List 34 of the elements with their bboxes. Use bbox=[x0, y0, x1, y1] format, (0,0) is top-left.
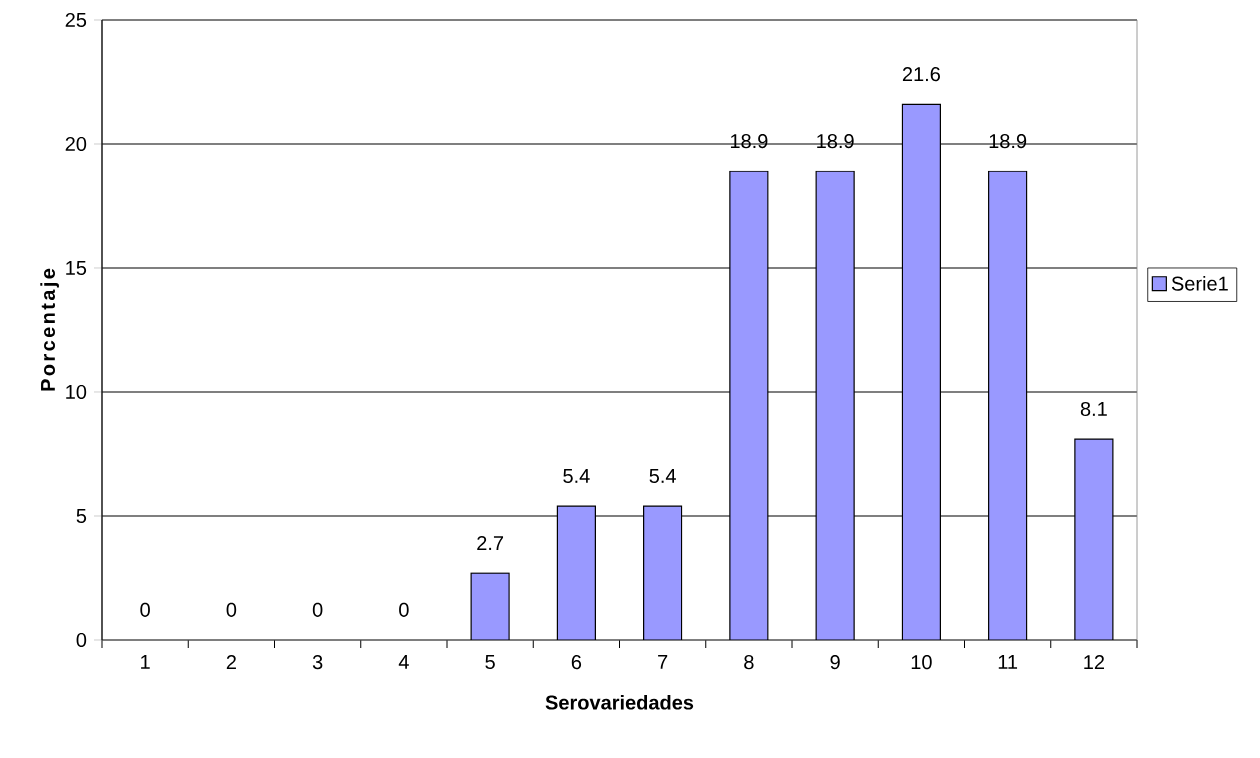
y-tick-label: 0 bbox=[76, 632, 87, 648]
bar bbox=[470, 572, 510, 640]
x-tick-label: 1 bbox=[141, 655, 150, 669]
x-tick-label: 10 bbox=[911, 655, 932, 670]
y-tick-label: 25 bbox=[65, 12, 87, 28]
data-label: 18.9 bbox=[817, 134, 854, 149]
data-label: 0 bbox=[226, 602, 237, 617]
x-tick-label: 12 bbox=[1084, 655, 1105, 670]
data-label: 21.6 bbox=[902, 67, 940, 82]
data-label: 8.1 bbox=[1080, 401, 1107, 417]
y-tick-label: 20 bbox=[65, 136, 87, 152]
y-axis-title: Porcentaje bbox=[40, 268, 59, 391]
x-tick-label: 7 bbox=[658, 655, 668, 669]
data-label: 18.9 bbox=[989, 134, 1027, 149]
x-tick-label: 8 bbox=[744, 655, 754, 670]
x-tick-label: 11 bbox=[998, 655, 1018, 669]
y-tick-label: 10 bbox=[66, 384, 87, 400]
x-axis-title: Serovariedades bbox=[545, 694, 694, 710]
x-tick-label: 4 bbox=[398, 655, 409, 669]
x-tick-label: 2 bbox=[226, 655, 236, 670]
x-tick-label: 3 bbox=[312, 655, 323, 670]
data-label: 5.4 bbox=[563, 469, 590, 483]
y-tick-label: 15 bbox=[66, 261, 87, 275]
data-label: 18.9 bbox=[730, 134, 768, 149]
data-label: 2.7 bbox=[477, 536, 504, 550]
data-label: 0 bbox=[140, 602, 150, 617]
data-label: 0 bbox=[399, 602, 409, 617]
x-tick-label: 9 bbox=[830, 655, 840, 670]
data-label: 5.4 bbox=[649, 469, 676, 483]
data-label: 0 bbox=[312, 602, 323, 617]
x-tick-label: 5 bbox=[485, 655, 495, 669]
x-tick-label: 6 bbox=[571, 655, 582, 670]
y-tick-label: 5 bbox=[76, 509, 87, 523]
legend-label: Serie1 bbox=[1171, 275, 1228, 291]
